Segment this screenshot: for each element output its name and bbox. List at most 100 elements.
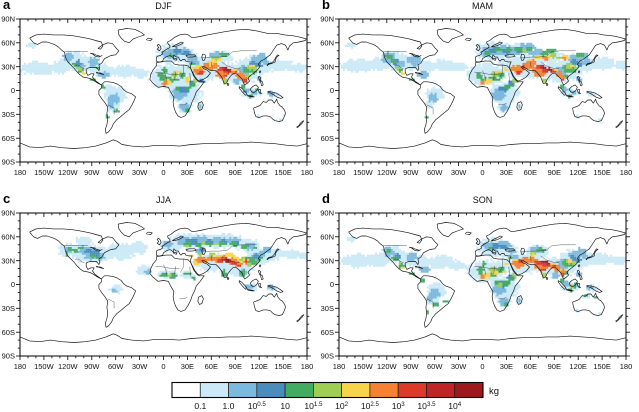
lon-tick-label: 90E	[229, 362, 242, 371]
colorbar-segment	[397, 382, 427, 398]
colorbar-segment	[171, 382, 201, 398]
lat-tick-label: 0	[11, 86, 15, 95]
colorbar-tick-label: 100.5	[248, 401, 267, 411]
map-data-layer	[339, 28, 626, 149]
lon-tick-label: 30E	[181, 168, 194, 177]
lat-tick-label: 30N	[1, 256, 15, 265]
lat-tick-label: 90S	[2, 352, 15, 361]
lat-tick-label: 30S	[2, 110, 15, 119]
lon-tick-label: 150E	[274, 168, 292, 177]
colorbar-legend: 0.1 1.0 100.5 10 101.5 102 102.5 103 103.5 104 kg	[171, 381, 499, 411]
colorbar-segment	[228, 382, 258, 398]
lon-tick-label: 0	[480, 168, 484, 177]
lat-tick-label: 60S	[321, 328, 334, 337]
lon-tick-label: 60W	[427, 362, 443, 371]
lon-tick-label: 120E	[569, 168, 587, 177]
colorbar-tick-label: 0.1	[194, 401, 206, 411]
lat-tick-label: 30S	[321, 110, 334, 119]
lon-tick-label: 150W	[353, 362, 374, 371]
colorbar-segment	[341, 382, 371, 398]
colorbar-tick-label: 101.5	[304, 401, 323, 411]
lon-tick-label: 120E	[250, 362, 268, 371]
lon-tick-label: 180	[333, 362, 346, 371]
lon-tick-label: 180	[301, 362, 314, 371]
map-frame	[19, 18, 308, 163]
lon-tick-label: 90E	[548, 362, 561, 371]
lat-tick-label: 60N	[320, 232, 334, 241]
lon-tick-label: 30E	[500, 168, 513, 177]
panel-c: c JJA 90N 60N 30N 0 30S 60S 90S 180 150W 120W 90W 6…	[0, 191, 320, 386]
lon-tick-label: 30W	[132, 168, 148, 177]
lat-tick-label: 30S	[2, 304, 15, 313]
lon-tick-label: 90E	[548, 168, 561, 177]
lon-tick-label: 150E	[274, 362, 292, 371]
panel-title-jja: JJA	[155, 195, 171, 205]
lon-tick-label: 90W	[403, 168, 419, 177]
coastlines-layer	[339, 222, 626, 343]
panel-d: d SON 90N 60N 30N 0 30S 60S 90S 180 150W 120W 90W 6…	[319, 191, 639, 386]
map-data-layer	[20, 222, 307, 343]
lon-tick-label: 60W	[108, 168, 124, 177]
panel-letter-b: b	[322, 0, 330, 12]
colorbar-tick-label: 103.5	[417, 401, 436, 411]
colorbar-segment	[454, 382, 484, 398]
lon-tick-label: 60E	[524, 362, 537, 371]
colorbar-tick-label: 10	[280, 401, 290, 411]
lat-tick-label: 60N	[320, 38, 334, 47]
lon-tick-label: 90E	[229, 168, 242, 177]
lon-tick-label: 30W	[132, 362, 148, 371]
colorbar-segment	[256, 382, 286, 398]
lat-tick-label: 90N	[320, 15, 334, 24]
lat-tick-label: 0	[11, 280, 15, 289]
lon-tick-label: 150W	[353, 168, 374, 177]
panel-title-djf: DJF	[155, 1, 172, 11]
colorbar-outline	[171, 381, 484, 399]
lat-tick-label: 90S	[321, 352, 334, 361]
lon-tick-label: 120W	[377, 362, 398, 371]
panel-title-son: SON	[472, 195, 493, 205]
lon-tick-label: 180	[333, 168, 346, 177]
lon-tick-label: 60E	[524, 168, 537, 177]
country-borders-layer	[64, 50, 257, 115]
lon-tick-label: 0	[161, 362, 165, 371]
country-borders-layer	[383, 50, 576, 115]
coastlines-layer	[339, 28, 626, 149]
colorbar-unit-label: kg	[489, 386, 499, 397]
panel-letter-c: c	[3, 191, 11, 206]
lon-tick-label: 30E	[181, 362, 194, 371]
panel-a: a DJF 90N 60N 30N 0 30S 60S 90S 180 150W 120W 90W 6…	[0, 0, 320, 192]
lat-tick-label: 30N	[320, 62, 334, 71]
colorbar-tick-label: 1.0	[223, 401, 235, 411]
lon-tick-label: 30W	[451, 362, 467, 371]
lat-tick-label: 60S	[2, 134, 15, 143]
map-frame	[19, 212, 308, 357]
country-borders-layer	[383, 244, 576, 309]
lat-tick-label: 30N	[1, 62, 15, 71]
lat-tick-label: 60N	[1, 38, 15, 47]
lat-tick-label: 90N	[1, 15, 15, 24]
lon-tick-label: 180	[620, 362, 633, 371]
lat-tick-label: 60S	[2, 328, 15, 337]
lat-tick-label: 90N	[1, 209, 15, 218]
lon-tick-label: 60W	[427, 168, 443, 177]
panel-letter-a: a	[3, 0, 11, 12]
colorbar-segment	[313, 382, 342, 398]
lat-tick-label: 0	[330, 86, 334, 95]
colorbar-tick-label: 104	[448, 401, 462, 411]
lon-tick-label: 150E	[593, 362, 611, 371]
coastlines-layer	[20, 222, 307, 343]
lon-tick-label: 120W	[58, 362, 79, 371]
colorbar-tick-label: 102.5	[361, 401, 380, 411]
lon-tick-label: 90W	[403, 362, 419, 371]
colorbar-segment	[426, 382, 456, 398]
lon-tick-label: 30E	[500, 362, 513, 371]
lon-tick-label: 60E	[205, 168, 218, 177]
lon-tick-label: 180	[14, 362, 27, 371]
lon-tick-label: 90W	[84, 362, 100, 371]
lon-tick-label: 180	[620, 168, 633, 177]
lat-tick-label: 0	[330, 280, 334, 289]
